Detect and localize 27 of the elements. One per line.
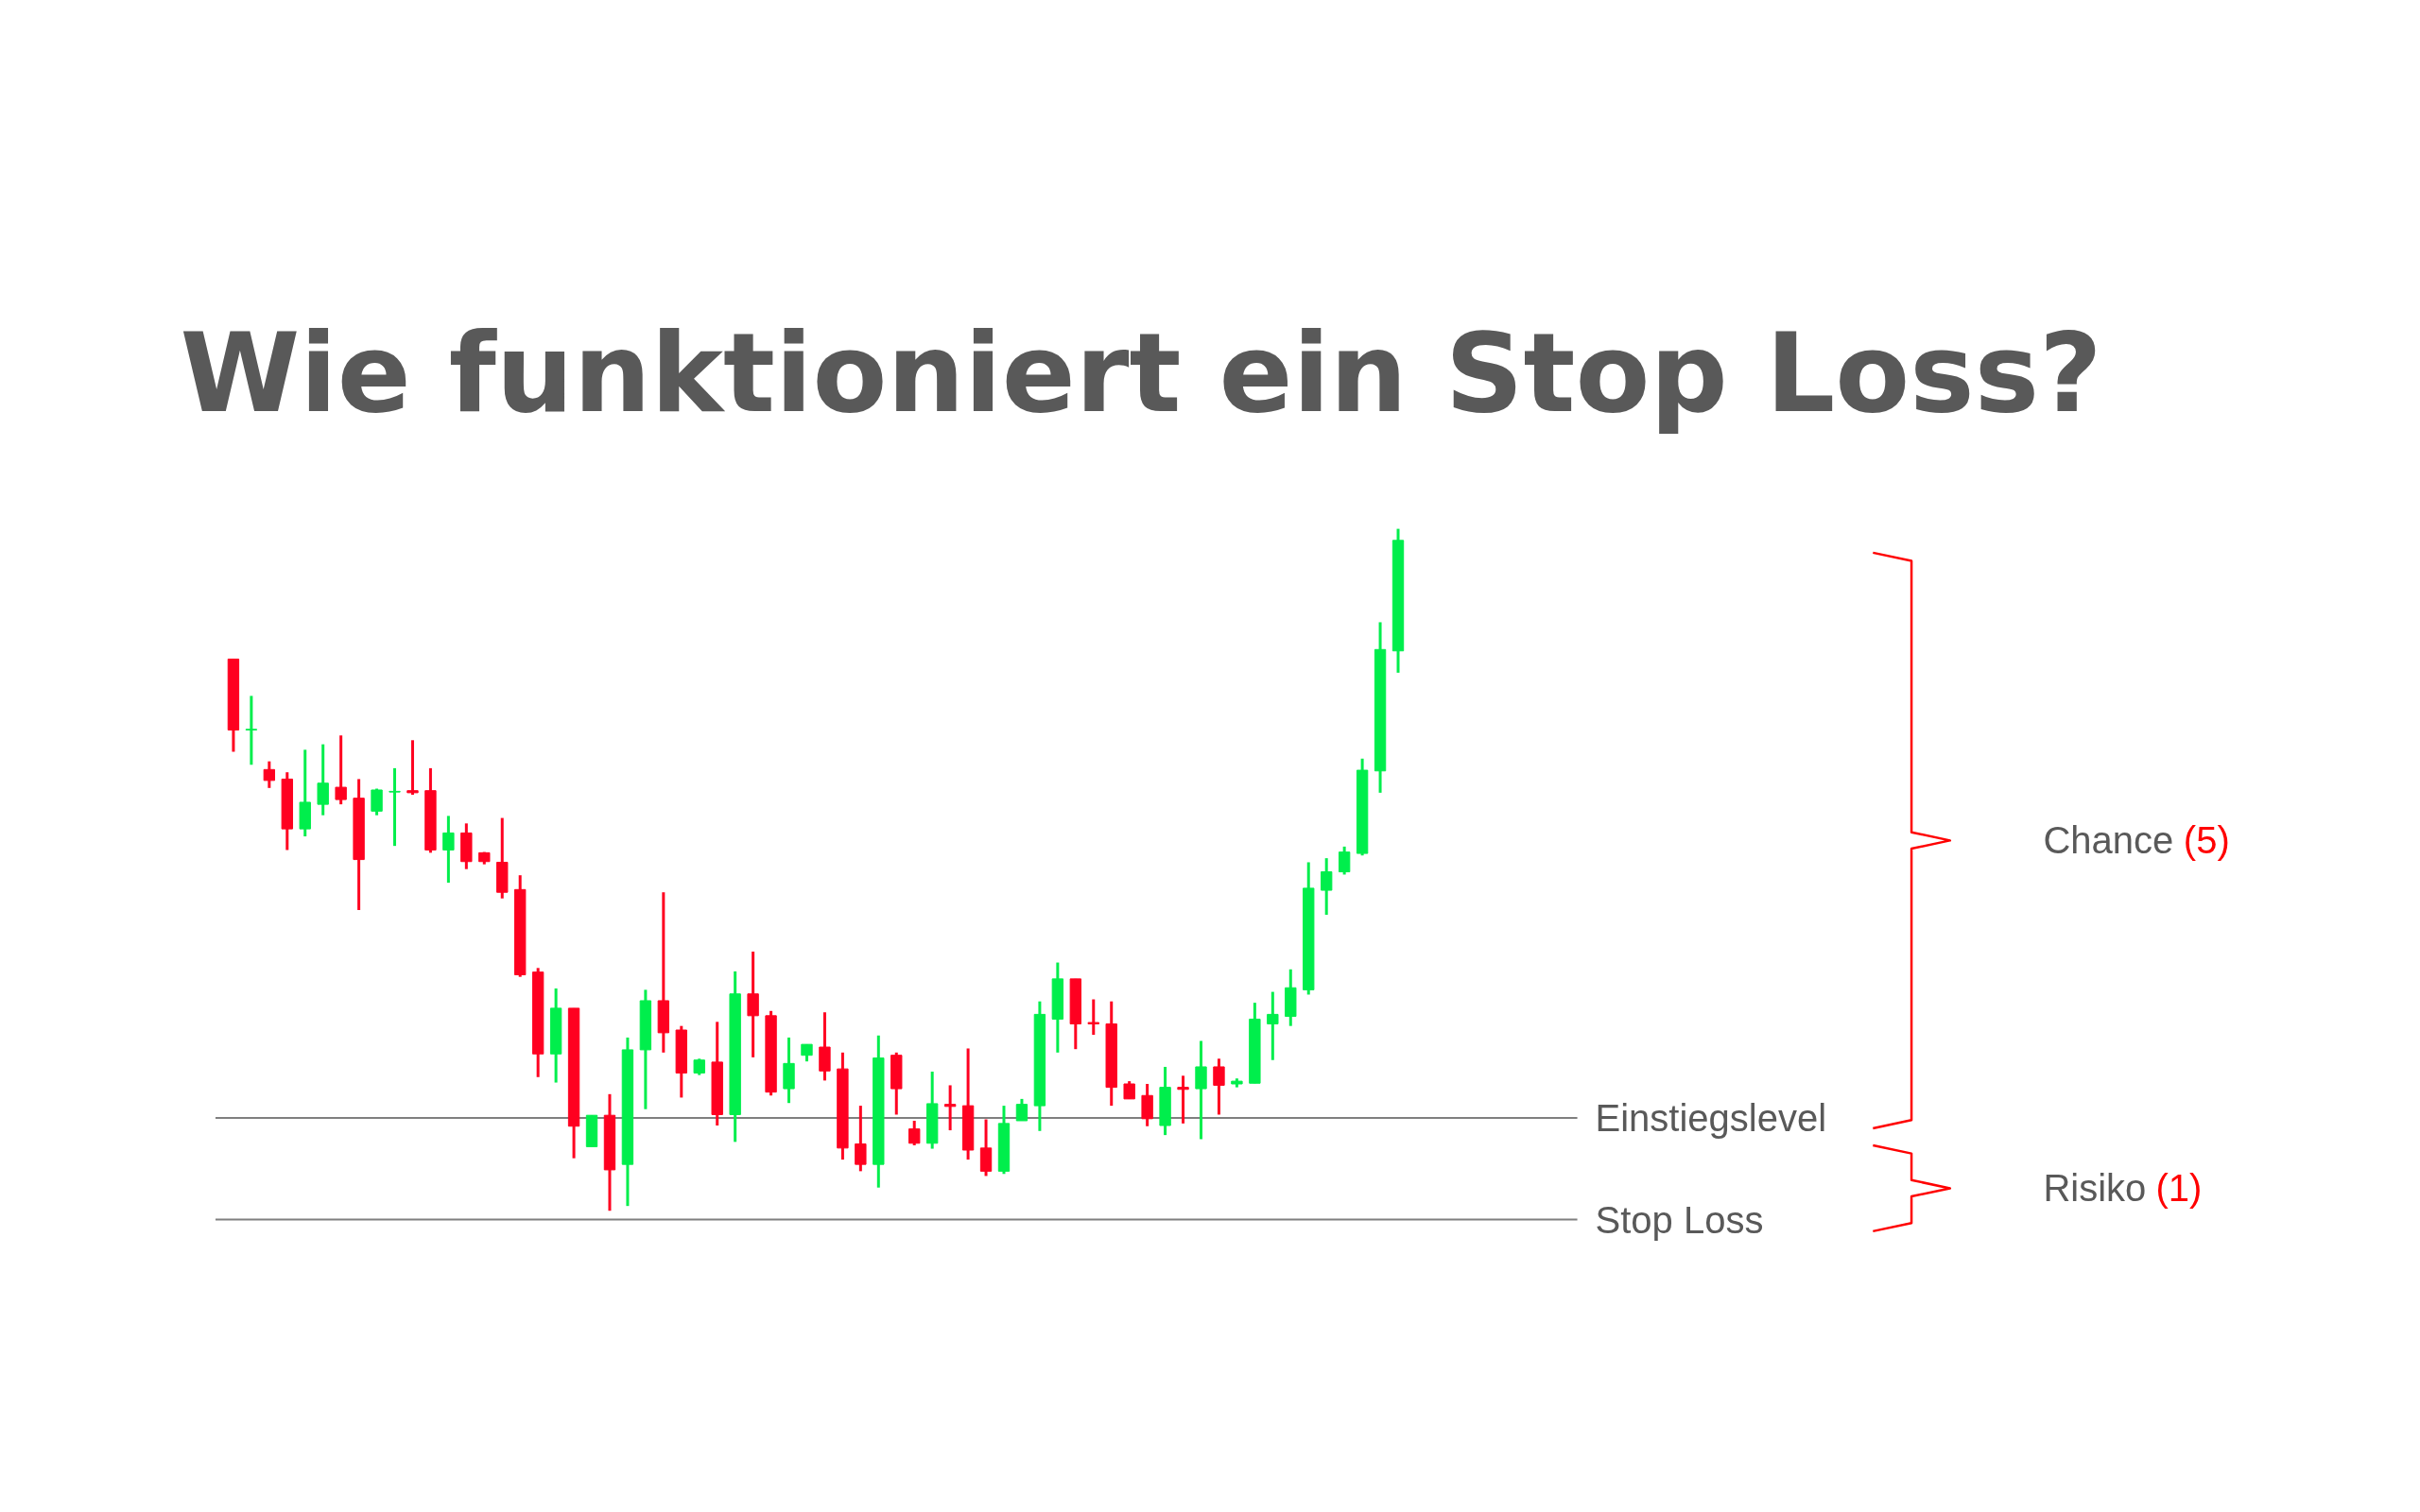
candlestick	[1015, 1097, 1028, 1122]
candlestick	[855, 1106, 867, 1172]
candlestick	[389, 766, 401, 848]
candlestick	[747, 952, 759, 1057]
candlestick	[1338, 845, 1351, 875]
candlestick	[1213, 1058, 1225, 1115]
candlestick	[317, 744, 329, 816]
candlestick	[1123, 1081, 1135, 1100]
chart-title: Wie funktioniert ein Stop Loss?	[180, 309, 2102, 437]
candlestick	[371, 788, 383, 816]
candlestick	[801, 1043, 813, 1063]
candlestick	[406, 740, 419, 796]
candlestick	[1267, 991, 1279, 1060]
candlestick	[1195, 1040, 1207, 1140]
candlestick	[1087, 999, 1099, 1037]
candlestick	[943, 1085, 957, 1132]
ref-line-label: Stop Loss	[1595, 1198, 1764, 1241]
text: Risiko (1)	[2043, 1167, 2203, 1210]
candlestick	[908, 1120, 921, 1145]
candlestick	[245, 696, 258, 765]
candlestick	[1177, 1075, 1189, 1124]
candlestick	[263, 761, 276, 788]
candlestick	[335, 735, 347, 806]
candlestick	[442, 816, 455, 885]
candlestick	[1321, 858, 1333, 917]
ref-line-label: Einstiegslevel	[1595, 1097, 1827, 1140]
text: Chance (5)	[2043, 819, 2230, 862]
